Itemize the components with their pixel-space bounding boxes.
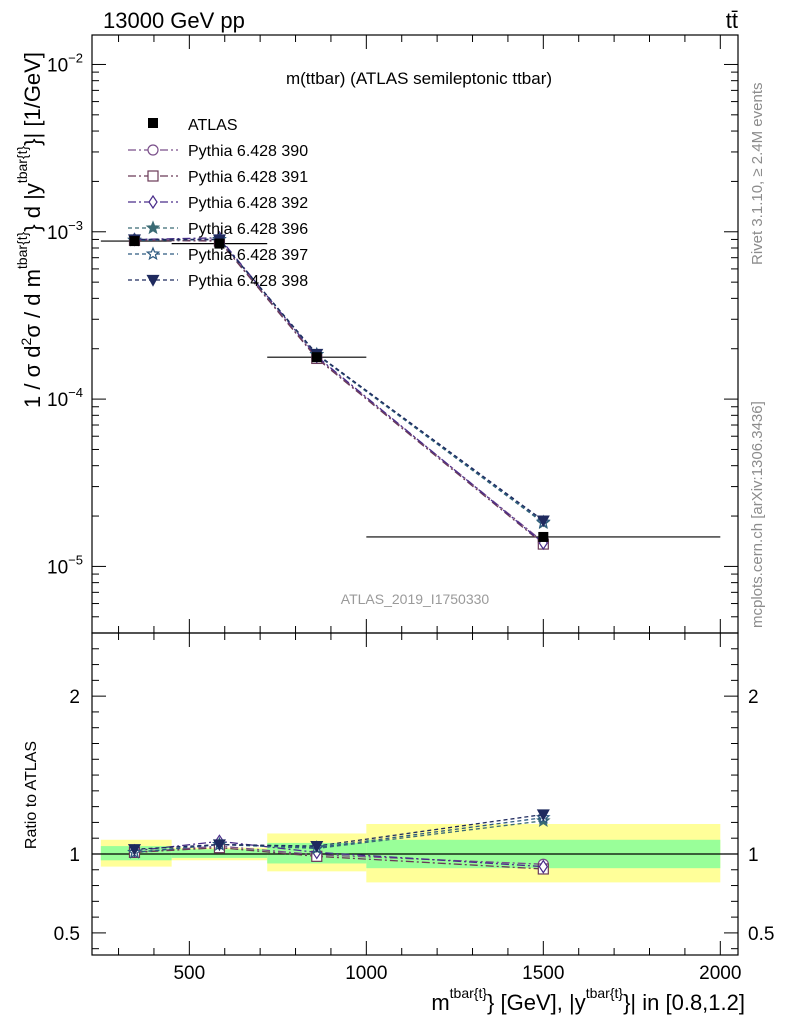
main-y-tick-label: 10−2 — [47, 50, 83, 76]
legend-series-label: Pythia 6.428 392 — [188, 195, 308, 212]
y-tick-base: 10 — [47, 223, 68, 244]
x-tick-label: 1000 — [345, 963, 387, 984]
y-tick-exp: −5 — [68, 552, 83, 567]
legend-series-marker — [147, 144, 159, 156]
header-right-label: tt̄ — [726, 8, 738, 33]
analysis-label: ATLAS_2019_I1750330 — [341, 591, 490, 607]
atlas-data-point — [214, 238, 225, 249]
ylabel-sup3: tbar{t} — [14, 145, 30, 183]
legend-atlas-marker — [148, 118, 158, 128]
legend-series-marker — [147, 170, 159, 182]
ratio-series-point — [536, 809, 550, 822]
ratio-y-tick-label-left: 2 — [69, 687, 80, 708]
ylabel-sup2: tbar{t} — [14, 231, 30, 269]
atlas-data-point — [311, 352, 322, 363]
main-marks-layer — [100, 230, 721, 551]
legend-series-marker — [146, 274, 160, 287]
ylabel-end: }| [1/GeV] — [20, 52, 45, 146]
legend-series-label: Pythia 6.428 398 — [188, 273, 308, 290]
ratio-series-line — [134, 847, 544, 870]
ratio-series-point — [127, 844, 141, 856]
xlabel-end: }| in [0.8,1.2] — [623, 990, 745, 1015]
ratio-y-tick-label-left: 1 — [69, 845, 80, 866]
xlabel-sup1: tbar{t} — [450, 985, 488, 1001]
ratio-y-tick-label-right: 2 — [748, 687, 759, 708]
mcplots-label: mcplots.cern.ch [arXiv:1306.3436] — [749, 401, 766, 628]
legend-series-marker — [148, 194, 158, 210]
y-tick-base: 10 — [47, 55, 68, 76]
series-line — [134, 239, 544, 545]
series-point — [536, 515, 550, 528]
main-y-axis-label: 1 / σ d2σ / d mtbar{t}} d |ytbar{t}}| [1… — [14, 52, 45, 408]
atlas-data-point — [129, 236, 140, 247]
atlas-data-point — [538, 531, 549, 542]
ratio-y-tick-label-right: 0.5 — [748, 924, 774, 945]
main-panel: 10−510−410−310−2 m(ttbar) (ATLAS semilep… — [14, 34, 739, 634]
rivet-version-label: Rivet 3.1.10, ≥ 2.4M events — [749, 83, 766, 266]
xlabel-sup2: tbar{t} — [586, 985, 624, 1001]
y-tick-base: 10 — [47, 390, 68, 411]
legend-series-marker — [145, 220, 161, 235]
ylabel-mid2: } d |y — [20, 183, 45, 232]
x-tick-label: 1500 — [522, 963, 564, 984]
header-left-label: 13000 GeV pp — [103, 8, 245, 33]
series-line — [134, 238, 544, 522]
legend-series-label: Pythia 6.428 397 — [188, 247, 308, 264]
ratio-series-point — [212, 839, 226, 852]
ratio-marks-layer — [92, 809, 738, 883]
legend-series-label: Pythia 6.428 390 — [188, 143, 308, 160]
ratio-series-line — [134, 817, 544, 854]
ylabel-mid1: σ / d m — [20, 269, 45, 338]
xlabel-m: m — [431, 990, 449, 1015]
ratio-series-line — [134, 813, 544, 850]
legend-series-label: Pythia 6.428 391 — [188, 169, 308, 186]
ratio-series-point — [310, 840, 324, 853]
main-ticks-layer: 10−510−410−310−2 — [47, 35, 738, 634]
ratio-ticks-layer: 0.5 0.5 1 1 2 2 500 1000 1500 2000 — [54, 633, 774, 984]
ratio-panel: 0.5 0.5 1 1 2 2 500 1000 1500 2000 Ratio to ATLAS… — [23, 632, 774, 1015]
ratio-y-tick-label-right: 1 — [748, 845, 759, 866]
main-title: m(ttbar) (ATLAS semileptonic ttbar) — [286, 69, 552, 88]
x-axis-label: mtbar{t}} [GeV], |ytbar{t}}| in [0.8,1.2… — [431, 985, 745, 1015]
legend-series-label: Pythia 6.428 396 — [188, 221, 308, 238]
main-y-tick-label: 10−4 — [47, 385, 83, 411]
legend-atlas-label: ATLAS — [188, 117, 238, 134]
series-line — [134, 237, 544, 544]
ylabel-sup1: 2 — [18, 337, 34, 345]
main-y-tick-label: 10−5 — [47, 552, 83, 578]
ratio-panel-frame — [91, 632, 739, 956]
legend-series-marker — [145, 246, 161, 261]
x-tick-label: 2000 — [699, 963, 741, 984]
x-tick-label: 500 — [173, 963, 205, 984]
main-y-tick-label: 10−3 — [47, 218, 83, 244]
ratio-y-axis-label: Ratio to ATLAS — [23, 741, 40, 849]
ylabel-prefix: 1 / σ d — [20, 345, 45, 408]
ratio-y-tick-label-left: 0.5 — [54, 924, 80, 945]
y-tick-exp: −4 — [68, 385, 83, 400]
xlabel-mid: } [GeV], |y — [487, 990, 586, 1015]
y-tick-base: 10 — [47, 557, 68, 578]
y-tick-exp: −3 — [68, 218, 83, 233]
y-tick-exp: −2 — [68, 50, 83, 65]
ratio-series-point — [538, 859, 549, 874]
legend: ATLAS Pythia 6.428 390 Pythia 6.428 391 Pyt… — [128, 117, 308, 290]
ratio-series-line — [134, 845, 544, 865]
